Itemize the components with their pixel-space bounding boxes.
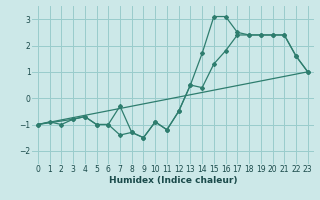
X-axis label: Humidex (Indice chaleur): Humidex (Indice chaleur) (108, 176, 237, 185)
